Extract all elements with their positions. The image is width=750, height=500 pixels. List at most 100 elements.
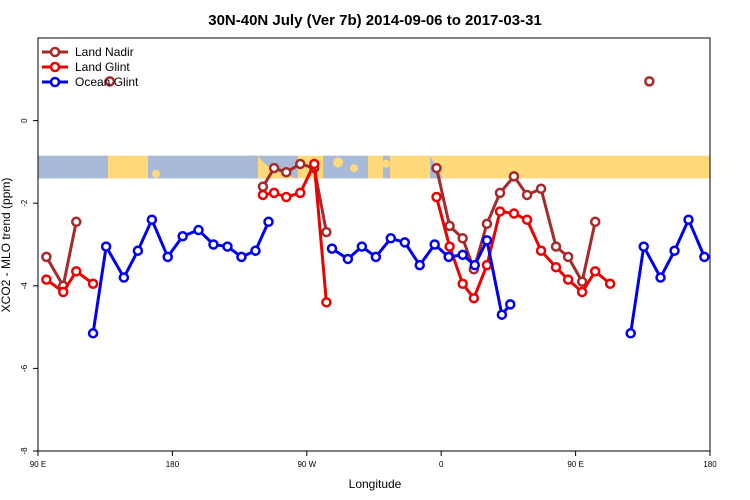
data-point [521,189,533,201]
data-point [494,187,506,199]
data-point [535,245,547,256]
data-point [222,241,233,252]
data-point [326,243,338,254]
data-point [699,251,710,263]
data-point [576,276,588,287]
data-point [104,76,116,87]
data-point [550,261,562,273]
data-point [494,206,506,217]
data-point [562,251,574,263]
data-point [342,253,354,265]
data-point [385,233,397,244]
data-point [250,245,261,256]
data-point [41,274,52,285]
data-point [356,241,368,252]
legend-swatch-marker [49,61,61,73]
map-strip-land [112,155,124,168]
data-point [263,216,274,228]
data-point [457,249,468,261]
data-point [589,216,601,228]
chart-title: 30N-40N July (Ver 7b) 2014-09-06 to 2017… [208,12,542,29]
series-line [262,158,328,303]
data-point [444,220,455,232]
map-strip-ocean [148,155,258,179]
data-point [146,214,158,225]
x-axis: 90 E 180 90 W 0 90 E 180 [30,451,717,469]
plot-frame [37,37,711,452]
data-point [655,272,666,283]
data-point [41,251,52,263]
data-point [481,218,493,230]
x-tick-label: 180 [166,460,180,469]
data-point [431,162,442,174]
plot-area [38,76,710,339]
y-axis: 0 -2 -4 -6 -8 [20,118,38,455]
data-point [644,76,655,87]
series-line [629,215,706,334]
data-point [625,328,636,339]
data-point [132,245,144,256]
data-point [468,292,480,304]
data-point [457,278,468,289]
data-point [496,309,508,320]
data-point [257,189,269,201]
legend-label: Land Glint [75,60,130,74]
data-point [257,181,269,192]
data-point [589,266,601,277]
data-point [550,241,562,252]
series-land-glint [41,158,616,308]
map-strip-land [258,155,298,179]
x-tick-label: 90 E [567,460,583,469]
map-strip-land [382,159,390,168]
data-point [162,251,173,263]
x-tick-label: 0 [439,460,444,469]
y-tick-label: -2 [20,199,29,207]
data-point [481,235,493,246]
data-point [521,214,533,225]
map-strip-ocean [430,155,443,179]
data-point [683,214,694,225]
map-strip-land [350,164,358,173]
legend-item: Land Glint [42,60,130,74]
x-tick-label: 90 W [297,460,316,469]
data-point [118,272,130,283]
map-strip-land [594,160,602,169]
data-point [535,183,547,194]
legend-label: Land Nadir [75,45,134,59]
legend-swatch-marker [49,76,61,88]
legend-swatch-marker [49,46,61,58]
data-point [71,266,82,277]
data-point [443,251,454,263]
data-point [431,191,442,203]
map-strip-background [38,155,710,179]
data-point [281,191,292,203]
x-axis-label: Longitude [349,477,402,491]
data-point [469,259,481,271]
data-point [177,230,188,242]
map-strip-land [333,157,343,168]
data-point [268,162,280,174]
data-point [309,158,320,170]
data-point [208,239,219,250]
data-point [236,251,247,263]
y-axis-label: XCO2 - MLO trend (ppm) [0,178,13,313]
y-tick-label: -4 [20,282,29,290]
y-tick-label: -6 [20,364,29,372]
map-strip-ocean [323,155,368,179]
series-line [435,167,597,286]
data-point [321,226,332,238]
data-point [505,299,516,310]
data-point [604,278,616,289]
y-tick-label: 0 [20,118,29,123]
y-tick-label: -8 [20,447,29,455]
data-point [193,224,204,236]
map-strip-land [152,169,160,178]
data-point [57,286,69,298]
map-strip-land [128,160,138,171]
data-point [457,233,468,244]
data-point [638,241,649,252]
data-point [295,187,306,199]
data-point [321,297,332,308]
